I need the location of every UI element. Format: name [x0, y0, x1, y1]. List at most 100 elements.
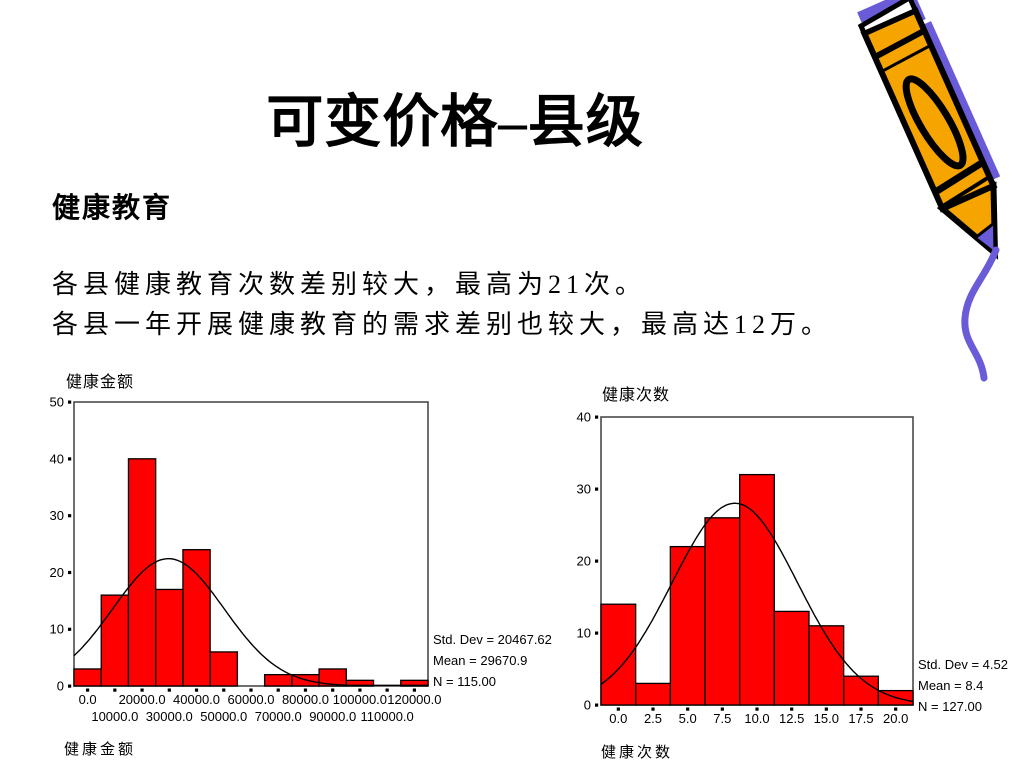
y-tick-label: 10: [50, 622, 64, 637]
pencil-tip-point: [972, 219, 997, 257]
x-tick-mark: [790, 707, 794, 711]
y-tick-mark: [595, 415, 599, 419]
x-tick-mark: [859, 707, 863, 711]
y-tick-label: 40: [577, 410, 591, 425]
x-tick-label: 0.0: [609, 711, 627, 726]
x-tick-mark: [331, 688, 335, 692]
x-tick-mark: [303, 688, 308, 692]
x-tick-label: 20000.0: [119, 692, 166, 707]
x-tick-mark: [194, 688, 199, 692]
x-tick-label: 5.0: [679, 711, 697, 726]
histogram-bar: [635, 682, 671, 706]
x-tick-label: 80000.0: [282, 692, 329, 707]
pencil-band: [880, 43, 932, 74]
y-tick-mark: [68, 400, 72, 404]
histogram-bar: [209, 651, 239, 687]
stats-block-left: Std. Dev = 20467.62 Mean = 29670.9 N = 1…: [433, 629, 552, 692]
histogram-bar: [263, 673, 293, 687]
x-tick-label: 10000.0: [91, 709, 138, 724]
histogram-bar: [318, 668, 347, 687]
histogram-bar: [773, 610, 810, 706]
x-tick-mark: [651, 707, 655, 711]
x-tick-label: 12.5: [779, 711, 804, 726]
x-tick-mark: [249, 688, 253, 692]
y-tick-mark: [68, 514, 72, 518]
pencil-clipart-icon: [857, 0, 1001, 382]
x-tick-label: 10.0: [744, 711, 769, 726]
y-tick-mark: [595, 559, 599, 563]
x-tick-label: 0.0: [79, 692, 97, 707]
y-tick-mark: [595, 631, 599, 635]
stat-std-dev: Std. Dev = 4.52: [918, 657, 1008, 672]
histogram-bar: [73, 668, 102, 687]
body-text-line: 各县一年开展健康教育的需求差别也较大，最高达12万。: [52, 310, 833, 339]
y-tick-mark: [595, 487, 599, 491]
section-heading: 健康教育: [52, 193, 173, 224]
x-tick-mark: [358, 688, 362, 692]
x-tick-label: 90000.0: [309, 709, 356, 724]
x-tick-mark: [755, 707, 759, 711]
y-tick-label: 10: [577, 626, 591, 641]
y-tick-mark: [68, 570, 72, 575]
x-tick-mark: [167, 688, 171, 692]
x-tick-label: 70000.0: [255, 709, 302, 724]
x-tick-mark: [824, 707, 828, 711]
x-tick-mark: [86, 688, 90, 692]
pencil-band: [873, 27, 926, 60]
y-tick-label: 40: [50, 451, 64, 466]
x-tick-label: 17.5: [848, 711, 873, 726]
x-axis-label-right: 健康次数: [601, 744, 674, 761]
x-tick-label: 100000.0: [333, 692, 387, 707]
x-tick-mark: [140, 688, 144, 692]
x-axis-label-left: 健康金额: [64, 741, 137, 758]
stat-mean: Mean = 8.4: [918, 678, 984, 693]
y-tick-label: 50: [50, 395, 64, 410]
y-tick-mark: [68, 684, 72, 688]
histogram-bar: [739, 473, 775, 706]
x-tick-mark: [616, 707, 620, 711]
histogram-bar: [155, 588, 184, 687]
pencil-band: [940, 175, 991, 209]
pencil-clipart: [853, 0, 1024, 392]
normal-curve: [600, 502, 914, 703]
x-tick-mark: [894, 707, 898, 711]
slide-title: 可变价格–县级: [266, 91, 644, 154]
x-tick-label: 7.5: [713, 711, 731, 726]
x-tick-label: 120000.0: [387, 692, 441, 707]
pencil-highlight-oval: [902, 75, 967, 170]
y-tick-label: 30: [50, 508, 64, 523]
histogram-bar: [669, 545, 706, 706]
histogram-bar: [100, 594, 130, 687]
x-tick-label: 20.0: [883, 711, 908, 726]
pencil-squiggle-stroke: [961, 246, 1000, 382]
histogram-bar: [182, 549, 211, 687]
stat-n: N = 115.00: [433, 674, 497, 689]
stats-block-right: Std. Dev = 4.52 Mean = 8.4 N = 127.00: [918, 654, 1008, 717]
histogram-bar: [808, 625, 845, 706]
histogram-right: 0 10 20 30 40 0.0 2.5 5.0 7.5 10.0 12.5 15.0 17.5 20.…: [577, 410, 914, 726]
x-tick-mark: [113, 688, 117, 692]
x-tick-mark: [276, 688, 280, 692]
x-tick-label: 110000.0: [361, 709, 414, 724]
x-tick-mark: [720, 707, 724, 711]
normal-curve: [73, 558, 428, 686]
stat-mean: Mean = 29670.9: [433, 653, 528, 668]
histogram-left: 0 10 20 30 40 50 0.0 10000.0 20000.0 30000.0 40000…: [50, 395, 442, 725]
x-tick-mark: [412, 688, 416, 692]
chart-title-right: 健康次数: [602, 387, 671, 404]
x-tick-label: 50000.0: [200, 709, 247, 724]
y-tick-label: 0: [584, 698, 591, 713]
x-tick-label: 30000.0: [146, 709, 193, 724]
y-tick-label: 20: [577, 554, 591, 569]
x-tick-mark: [686, 707, 690, 711]
y-tick-mark: [68, 457, 72, 461]
histogram-bar: [843, 675, 879, 706]
y-tick-label: 30: [577, 482, 591, 497]
y-tick-label: 20: [50, 565, 64, 580]
x-tick-label: 40000.0: [173, 692, 220, 707]
x-tick-label: 15.0: [814, 711, 839, 726]
pencil-top-cap: [857, 0, 919, 37]
x-tick-mark: [385, 688, 389, 692]
x-tick-label: 60000.0: [228, 692, 275, 707]
